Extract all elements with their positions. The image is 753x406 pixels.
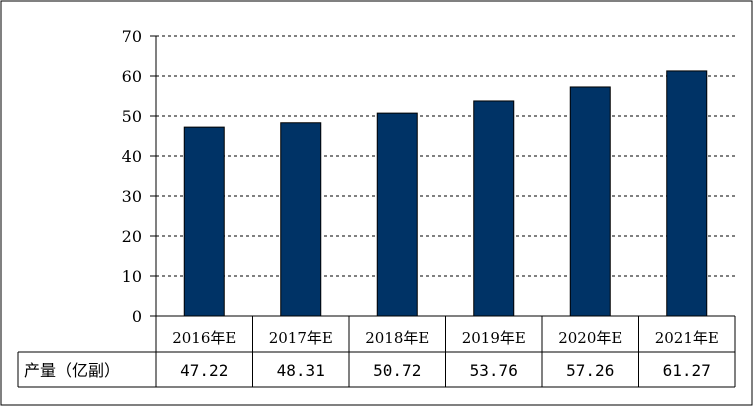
gridlines — [156, 35, 735, 277]
data-table: 产量（亿副） 2016年E 47.22 2017年E 48.31 2018年E 50.72… — [17, 316, 736, 388]
y-tick-labels: 0 10 20 30 40 50 60 70 — [122, 27, 142, 326]
axes — [150, 35, 735, 317]
y-tick-label: 10 — [122, 267, 142, 286]
category-label: 2016年E — [172, 329, 236, 347]
category-label: 2019年E — [462, 329, 526, 347]
bars — [183, 70, 708, 317]
y-tick-label: 20 — [122, 227, 142, 246]
category-label: 2020年E — [558, 329, 622, 347]
series-row-label: 产量（亿副） — [24, 361, 120, 380]
y-tick-label: 40 — [122, 147, 142, 166]
data-label: 61.27 — [663, 361, 711, 380]
y-tick-label: 60 — [122, 67, 142, 86]
bar — [666, 70, 708, 317]
category-label: 2021年E — [655, 329, 719, 347]
bar — [183, 126, 225, 317]
category-label: 2018年E — [365, 329, 429, 347]
y-tick-label: 30 — [122, 187, 142, 206]
y-tick-label: 0 — [132, 307, 142, 326]
y-tick-label: 70 — [122, 27, 142, 46]
data-label: 48.31 — [277, 361, 325, 380]
bar — [280, 122, 322, 317]
y-tick-label: 50 — [122, 107, 142, 126]
category-label: 2017年E — [269, 329, 333, 347]
bar — [569, 86, 611, 317]
bar — [473, 100, 515, 317]
data-label: 57.26 — [566, 361, 614, 380]
data-label: 50.72 — [373, 361, 421, 380]
bar — [376, 112, 418, 317]
data-label: 53.76 — [470, 361, 518, 380]
data-label: 47.22 — [180, 361, 228, 380]
